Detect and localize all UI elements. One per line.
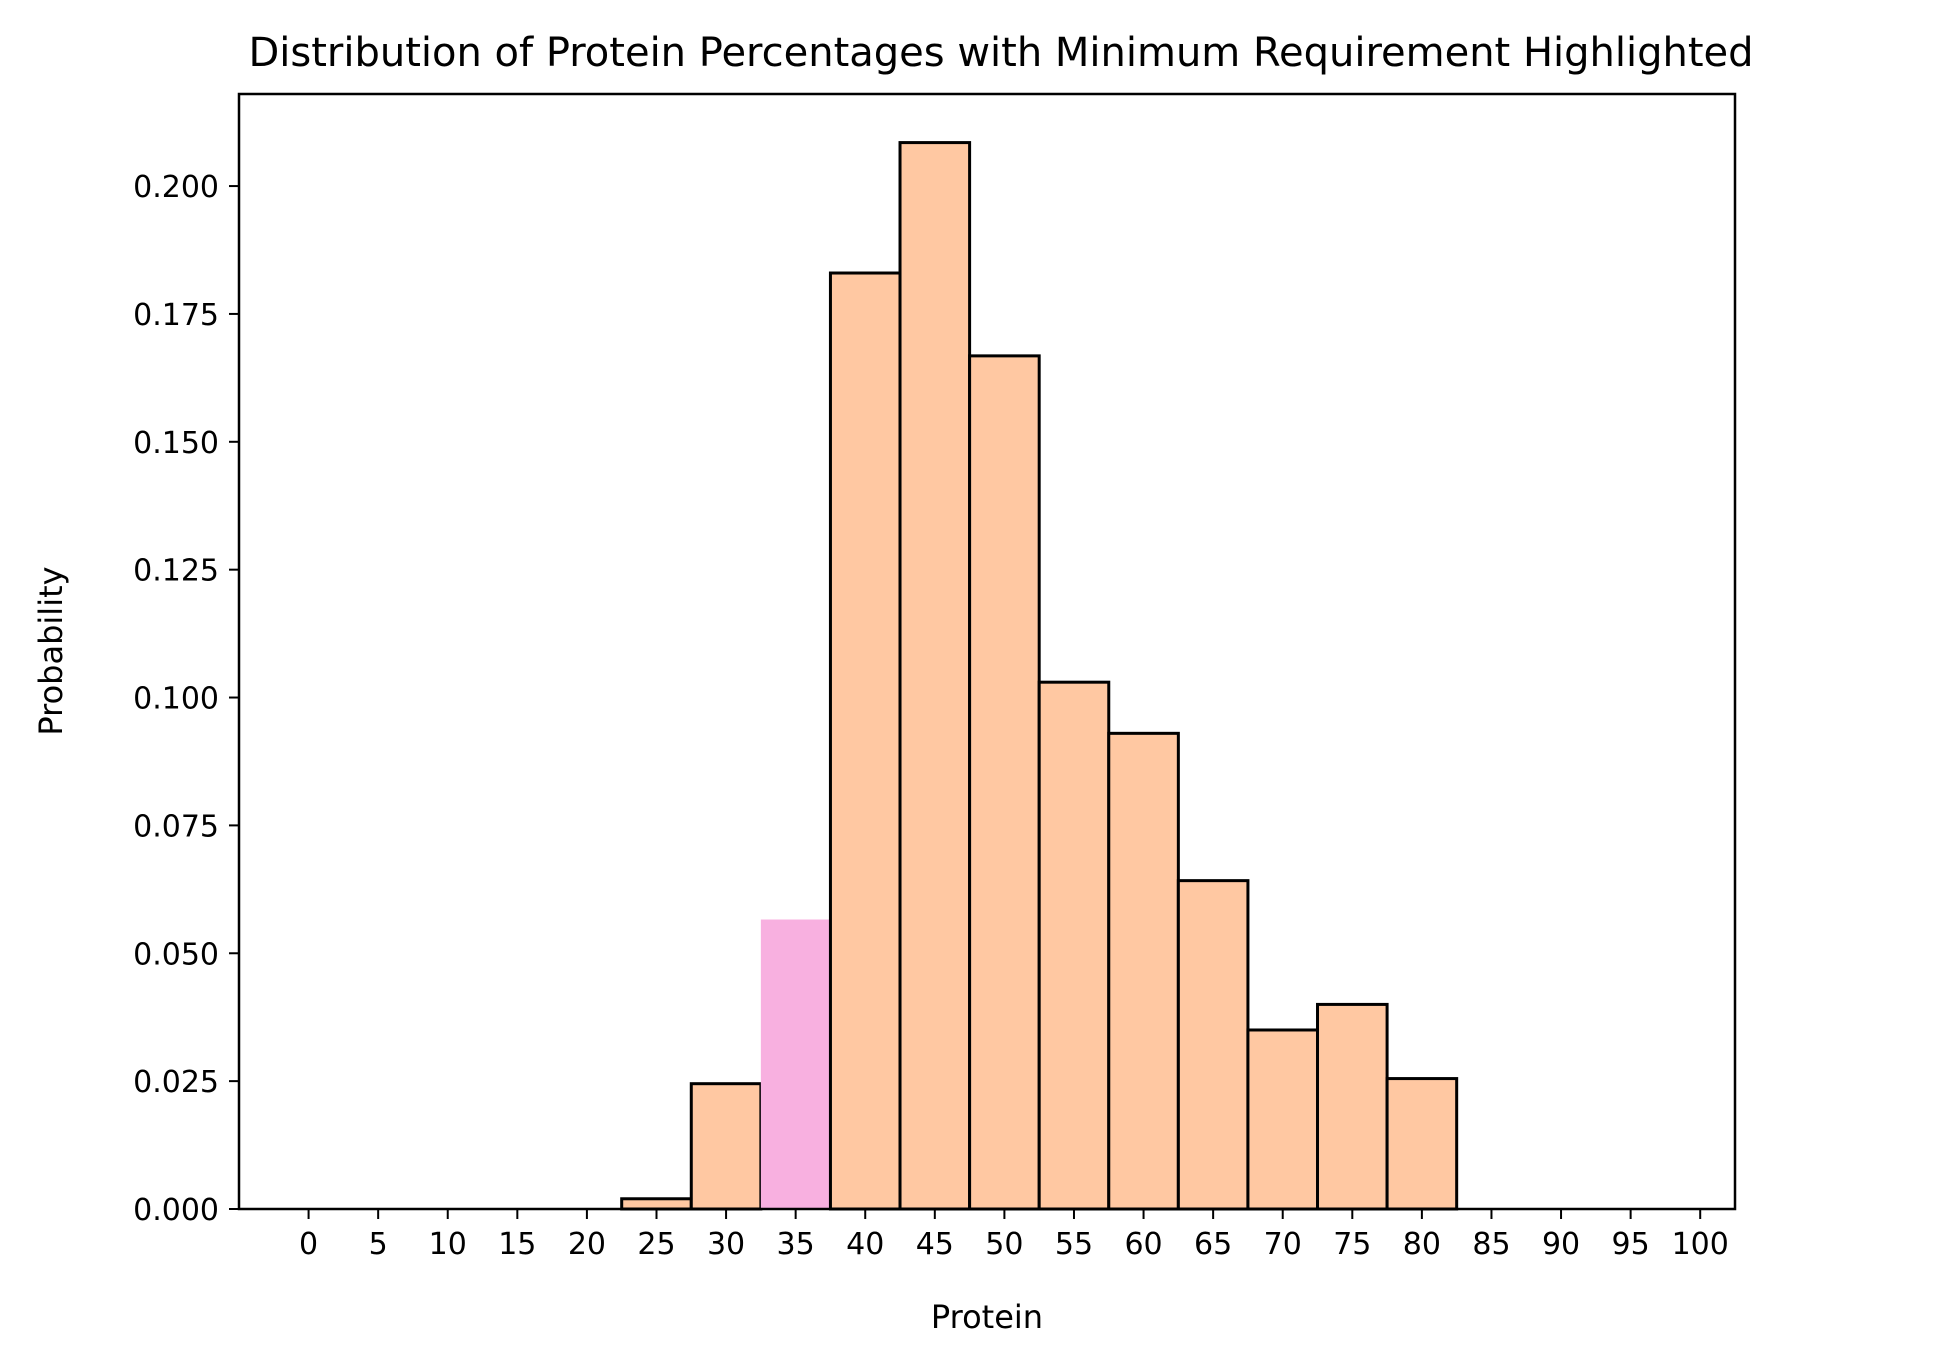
bar [1107, 731, 1180, 1211]
y-tick-label: 0.100 [133, 682, 219, 717]
y-tick-label: 0.025 [133, 1065, 219, 1100]
bar [1176, 879, 1250, 1211]
x-tick-label: 60 [1124, 1227, 1162, 1262]
x-tick-label: 65 [1194, 1227, 1232, 1262]
y-tick-label: 0.075 [133, 809, 219, 844]
x-tick-label: 80 [1403, 1227, 1441, 1262]
x-tick-label: 10 [429, 1227, 467, 1262]
x-tick-label: 35 [777, 1227, 815, 1262]
bars-group [620, 141, 1459, 1211]
x-tick-label: 30 [707, 1227, 745, 1262]
y-tick-label: 0.125 [133, 554, 219, 589]
y-tick-label: 0.200 [133, 170, 219, 205]
bar [1037, 680, 1111, 1211]
x-tick-label: 75 [1333, 1227, 1371, 1262]
x-tick-label: 70 [1264, 1227, 1302, 1262]
x-tick-label: 50 [985, 1227, 1023, 1262]
x-tick-label: 45 [916, 1227, 954, 1262]
x-axis-label: Protein [931, 1298, 1043, 1336]
x-tick-label: 100 [1672, 1227, 1729, 1262]
bar [1246, 1028, 1320, 1211]
bar [898, 141, 972, 1211]
x-tick-label: 25 [637, 1227, 675, 1262]
bar [1316, 1002, 1389, 1211]
x-axis-ticks: 0 5 10 15 20 25 30 35 40 45 50 55 60 65 70 75 80 85 90 95 10… [299, 1209, 1729, 1262]
x-tick-label: 85 [1472, 1227, 1510, 1262]
bar [620, 1197, 693, 1211]
plot-area-frame [237, 92, 1737, 1211]
x-tick-label: 0 [299, 1227, 318, 1262]
x-tick-label: 95 [1612, 1227, 1650, 1262]
x-tick-label: 20 [568, 1227, 606, 1262]
bar [1385, 1077, 1459, 1211]
bar [689, 1082, 763, 1211]
bar [968, 354, 1041, 1211]
x-tick-label: 5 [369, 1227, 388, 1262]
y-tick-label: 0.050 [133, 937, 219, 972]
y-axis-ticks: 0.000 0.025 0.050 0.075 0.100 0.125 0.150 0.175… [133, 170, 239, 1228]
x-tick-label: 55 [1055, 1227, 1093, 1262]
y-tick-label: 0.175 [133, 298, 219, 333]
chart-title: Distribution of Protein Percentages with… [248, 30, 1753, 76]
x-tick-label: 40 [846, 1227, 884, 1262]
y-tick-label: 0.000 [133, 1193, 219, 1228]
bar-highlighted [760, 919, 831, 1209]
x-tick-label: 15 [498, 1227, 536, 1262]
y-axis-label: Probability [32, 566, 70, 735]
x-tick-label: 90 [1542, 1227, 1580, 1262]
bar [828, 271, 902, 1211]
y-tick-label: 0.150 [133, 426, 219, 461]
